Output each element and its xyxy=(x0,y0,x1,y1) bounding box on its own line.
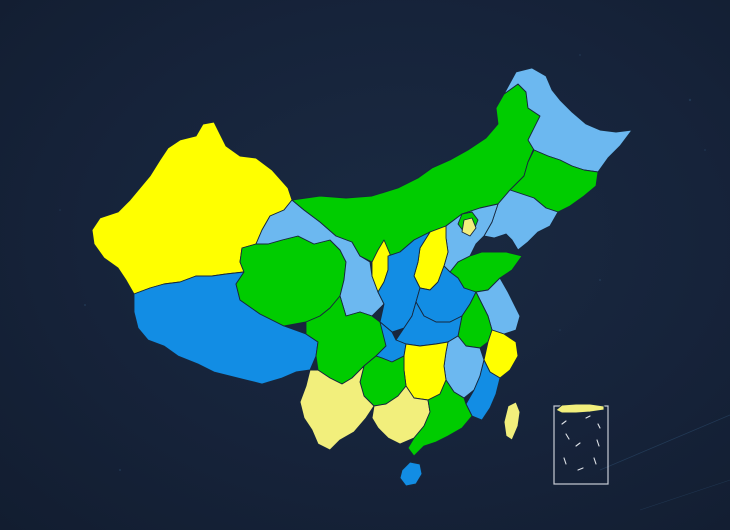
region-heilongjiang[interactable] xyxy=(503,67,633,173)
region-hainan[interactable] xyxy=(399,461,423,487)
region-taiwan[interactable] xyxy=(503,401,521,441)
region-tianjin[interactable] xyxy=(461,217,477,237)
region-liaoning[interactable] xyxy=(483,189,559,251)
south-china-sea-inset xyxy=(553,403,609,485)
region-guangdong[interactable] xyxy=(407,379,473,457)
region-south-china-sea-islands[interactable] xyxy=(555,403,605,414)
region-yunnan[interactable] xyxy=(299,365,375,451)
